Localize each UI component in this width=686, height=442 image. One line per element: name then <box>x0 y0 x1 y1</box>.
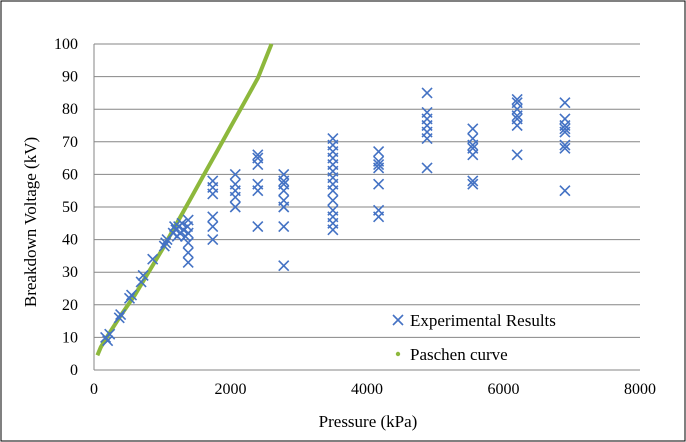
legend-label-paschen-curve: Paschen curve <box>410 345 508 364</box>
data-point-x-marker <box>373 159 385 171</box>
data-point-x-marker <box>207 234 219 246</box>
data-point-x-marker <box>160 237 172 249</box>
data-point-x-marker <box>278 260 290 272</box>
data-point-x-marker <box>278 185 290 197</box>
data-point-x-marker <box>229 191 241 203</box>
legend-item-paschen-curve: Paschen curve <box>395 345 508 364</box>
data-point-x-marker <box>252 185 264 197</box>
y-tick-label: 70 <box>62 134 78 151</box>
legend: Experimental Results Paschen curve <box>392 311 556 364</box>
data-point-x-marker <box>182 256 194 268</box>
y-tick-label: 60 <box>62 166 78 183</box>
data-point-x-marker <box>467 139 479 151</box>
data-point-x-marker <box>182 247 194 259</box>
data-point-x-marker <box>137 269 149 282</box>
data-point-x-marker <box>182 237 194 249</box>
data-point-x-marker <box>252 220 264 233</box>
y-tick-label: 100 <box>54 36 78 53</box>
data-point-x-marker <box>511 110 523 122</box>
data-point-x-marker <box>182 227 194 239</box>
data-point-x-marker <box>113 312 125 324</box>
data-point-x-marker <box>123 292 136 304</box>
x-tick-label: 6000 <box>488 381 520 398</box>
data-point-x-marker <box>252 149 264 161</box>
x-tick-label: 0 <box>90 381 98 398</box>
data-point-x-marker <box>252 159 264 171</box>
legend-marker-dot-icon <box>395 351 401 357</box>
data-point-x-marker <box>373 146 385 158</box>
y-tick-label: 20 <box>62 297 78 314</box>
data-point-x-marker <box>373 162 385 174</box>
axes <box>93 44 640 371</box>
data-point-x-marker <box>467 123 479 135</box>
data-point-x-marker <box>207 211 219 223</box>
data-point-x-marker <box>327 185 339 197</box>
data-point-x-marker <box>467 149 479 161</box>
data-point-x-marker <box>125 289 138 301</box>
y-tick-label: 10 <box>62 329 78 346</box>
data-point-x-marker <box>421 162 433 174</box>
data-point-x-marker <box>115 309 127 321</box>
y-axis-title: Breakdown Voltage (kV) <box>21 137 40 307</box>
data-point-x-marker <box>559 97 571 109</box>
x-tick-labels: 0 2000 4000 6000 8000 <box>90 381 656 398</box>
data-point-x-marker <box>207 220 219 233</box>
data-point-x-marker <box>373 211 385 223</box>
data-point-x-marker <box>147 253 159 265</box>
data-point-x-marker <box>511 119 523 132</box>
y-tick-label: 30 <box>62 264 78 281</box>
data-point-x-marker <box>421 87 433 99</box>
x-axis-title: Pressure (kPa) <box>319 412 418 431</box>
data-point-x-marker <box>229 201 241 213</box>
data-point-x-marker <box>511 149 523 161</box>
data-point-x-marker <box>135 276 147 288</box>
x-tick-label: 4000 <box>351 381 383 398</box>
data-point-x-marker <box>207 188 219 200</box>
data-point-x-marker <box>102 335 114 347</box>
data-point-x-marker <box>421 132 433 145</box>
data-point-x-marker <box>559 139 571 151</box>
data-point-x-marker <box>229 168 241 180</box>
data-point-x-marker <box>182 214 194 226</box>
data-point-x-marker <box>559 142 571 154</box>
data-point-x-marker <box>104 328 116 340</box>
data-point-x-marker <box>278 175 290 187</box>
data-point-x-marker <box>327 224 339 236</box>
data-point-x-marker <box>158 240 170 252</box>
y-tick-label: 0 <box>70 362 78 379</box>
data-point-x-marker <box>467 175 479 187</box>
y-tick-label: 80 <box>62 101 78 118</box>
data-point-x-marker <box>559 185 571 197</box>
y-tick-label: 40 <box>62 232 78 249</box>
data-point-x-marker <box>278 220 290 233</box>
data-point-x-marker <box>327 194 339 207</box>
legend-label-experimental-results: Experimental Results <box>410 311 556 330</box>
data-point-x-marker <box>511 93 523 105</box>
x-tick-label: 2000 <box>215 381 247 398</box>
data-point-x-marker <box>559 123 571 135</box>
y-tick-labels: 0 10 20 30 40 50 60 70 80 90 100 <box>54 36 78 379</box>
x-tick-label: 8000 <box>624 381 656 398</box>
legend-item-experimental-results: Experimental Results <box>392 311 556 330</box>
legend-marker-x-icon <box>392 314 404 326</box>
data-point-x-marker <box>176 217 188 229</box>
y-tick-label: 50 <box>62 199 78 216</box>
data-point-x-marker <box>278 201 290 213</box>
y-tick-label: 90 <box>62 69 78 86</box>
data-point-x-marker <box>373 178 385 190</box>
data-point-x-marker <box>467 178 479 190</box>
data-point-x-marker <box>559 126 571 138</box>
experimental-results-series <box>100 87 571 347</box>
